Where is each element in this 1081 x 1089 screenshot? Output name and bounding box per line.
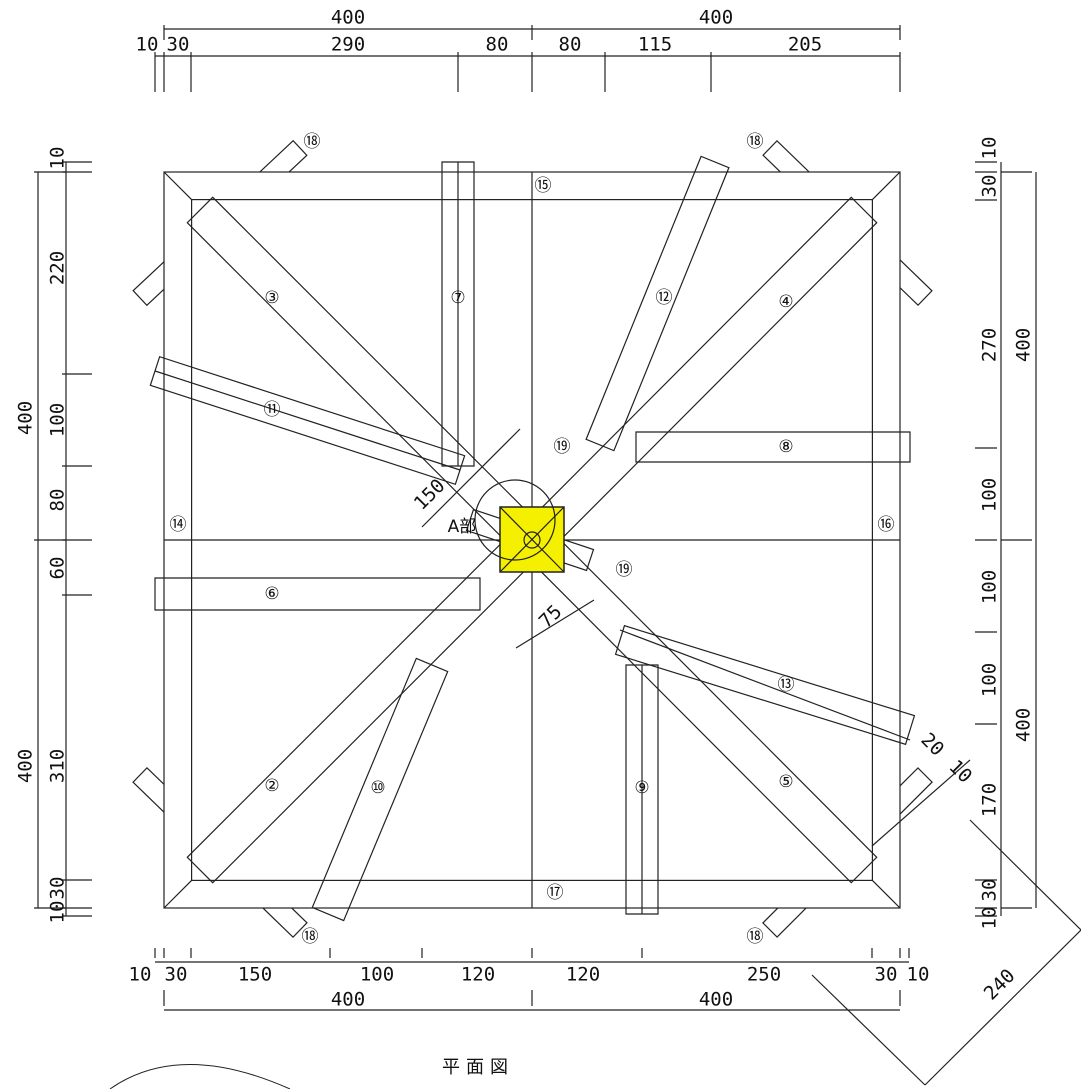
label: ⑲ [616, 560, 633, 580]
label: 400 [15, 401, 37, 435]
label: ⑪ [264, 400, 281, 420]
label: 80 [47, 489, 69, 512]
label: 270 [979, 328, 1001, 362]
label: ⑧ [778, 437, 793, 457]
label: ⑨ [634, 778, 649, 798]
label: 30 [875, 964, 898, 986]
label: ⑱ [747, 927, 764, 947]
label: 100 [979, 478, 1001, 512]
label: ⑱ [302, 927, 319, 947]
label: ⑭ [170, 515, 187, 535]
label: 10 [129, 964, 152, 986]
label: ⑰ [547, 883, 564, 903]
label: 170 [979, 783, 1001, 817]
label: 120 [566, 964, 600, 986]
label: ⑮ [535, 176, 552, 196]
label: 100 [47, 403, 69, 437]
label: 10 [907, 964, 930, 986]
label: 400 [331, 7, 365, 29]
label: 400 [699, 7, 733, 29]
label: 120 [461, 964, 495, 986]
label: ⑩ [370, 778, 385, 798]
label: ⑦ [450, 288, 465, 308]
label: 400 [15, 749, 37, 783]
label: 290 [331, 34, 365, 56]
label: 30 [979, 175, 1001, 198]
label: 10 [979, 137, 1001, 160]
label: ⑲ [554, 437, 571, 457]
label: 100 [360, 964, 394, 986]
label: A部 [448, 517, 477, 537]
label: 100 [979, 570, 1001, 604]
label: 30 [165, 964, 188, 986]
label: 10 [979, 907, 1001, 930]
label: 400 [1013, 708, 1035, 742]
label: ⑯ [878, 515, 895, 535]
label: 400 [331, 989, 365, 1011]
label: ⑬ [778, 675, 795, 695]
label: 220 [47, 251, 69, 285]
label: ⑥ [264, 584, 279, 604]
label: 30 [47, 877, 69, 900]
label: 115 [638, 34, 672, 56]
label: ③ [264, 288, 279, 308]
label: 10 [47, 147, 69, 170]
label: 80 [486, 34, 509, 56]
label: ⑫ [656, 288, 673, 308]
label: 400 [699, 989, 733, 1011]
label: 400 [1013, 328, 1035, 362]
label: 100 [979, 663, 1001, 697]
label: 30 [979, 879, 1001, 902]
label: 80 [559, 34, 582, 56]
label: 310 [47, 749, 69, 783]
label: ⑱ [304, 132, 321, 152]
plan-drawing: 平面図 400400103029080801152051030150100120… [0, 0, 1081, 1089]
label: 60 [47, 557, 69, 580]
label: ⑤ [778, 772, 793, 792]
label: ⑱ [747, 132, 764, 152]
label: 150 [238, 964, 272, 986]
label: 250 [747, 964, 781, 986]
label: 10 [136, 34, 159, 56]
label: ② [264, 776, 279, 796]
label: 10 [47, 901, 69, 924]
label: 205 [788, 34, 822, 56]
drawing-title: 平面図 [442, 1057, 514, 1078]
label: 30 [167, 34, 190, 56]
label: ④ [778, 292, 793, 312]
